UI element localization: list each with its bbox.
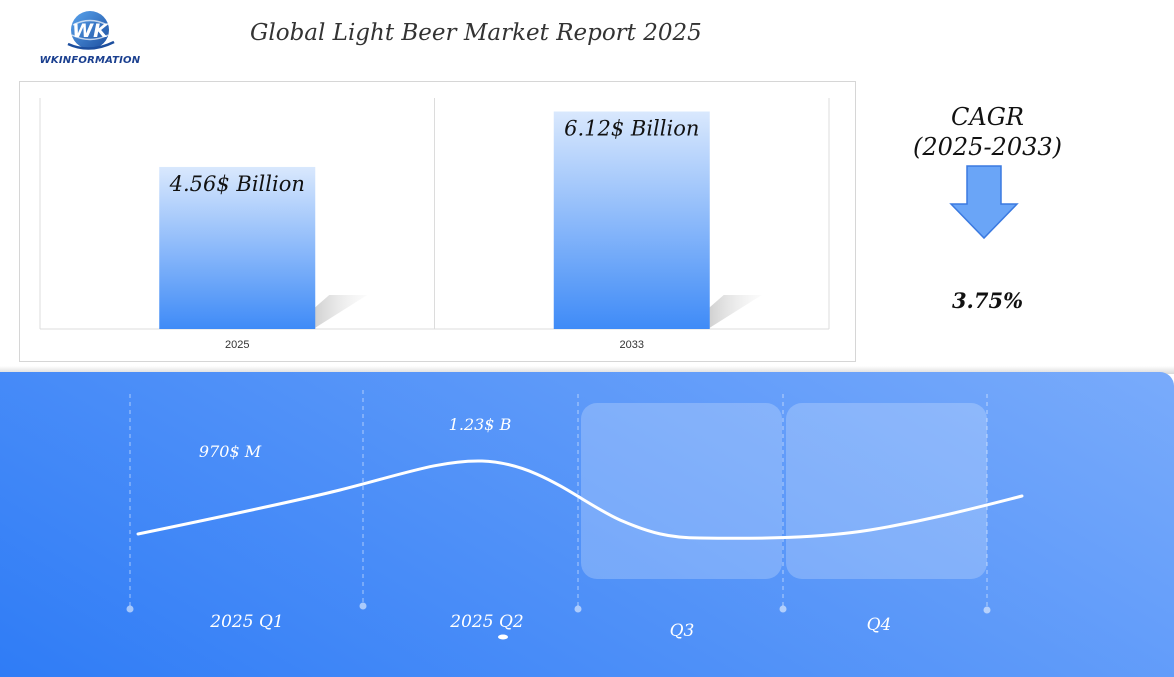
section-divider [0, 366, 1174, 374]
globe-logo-icon: WK [67, 11, 115, 50]
logo-text: WKINFORMATION [39, 55, 141, 66]
arrow-down-icon [949, 165, 1019, 240]
cagr-title-line1: CAGR [951, 103, 1024, 131]
x-tick-label-2033: 2033 [620, 339, 644, 351]
quarter-label-q2: 2025 Q2 [450, 612, 524, 632]
timeline-dot-4 [779, 605, 787, 613]
bar-data-label-2033: 6.12$ Billion [564, 117, 699, 141]
page-title: Global Light Beer Market Report 2025 [250, 20, 702, 46]
q4-highlight-box [786, 403, 987, 579]
timeline-divider-lines [129, 390, 988, 608]
quarter-label-q3: Q3 [669, 621, 695, 641]
timeline-dot-2 [359, 602, 367, 610]
bar-2025 [159, 166, 316, 329]
market-size-chart: 4.56$ Billion 2025 6.12$ Billion 2033 [19, 81, 856, 362]
svg-text:WK: WK [72, 20, 109, 42]
top-panel: WK WKINFORMATION Global Light Beer Marke… [19, 8, 1095, 362]
bar-chart-svg: 4.56$ Billion 2025 6.12$ Billion 2033 [39, 98, 830, 351]
cagr-title: CAGR (2025-2033) [880, 102, 1095, 162]
cagr-value: 3.75% [951, 288, 1024, 313]
bar-group-2033: 6.12$ Billion 2033 [553, 111, 762, 351]
bar-shadow-2025 [313, 295, 368, 329]
bar-data-label-2025: 4.56$ Billion [169, 172, 305, 196]
active-indicator [498, 634, 508, 640]
quarter-label-q1: 2025 Q1 [210, 612, 284, 632]
timeline-svg [126, 390, 1024, 640]
timeline-dots [126, 602, 991, 614]
timeline-dot-1 [126, 605, 134, 613]
bar-group-2025: 4.56$ Billion 2025 [159, 166, 368, 351]
timeline-dot-3 [574, 605, 582, 613]
q3-highlight-box [581, 403, 782, 579]
quarter-label-q4: Q4 [866, 615, 892, 635]
trend-curve [136, 459, 1024, 540]
q2-value-label: 1.23$ B [448, 415, 512, 434]
quarterly-timeline: 970$ M 1.23$ B 2025 Q1 2025 Q2 Q3 Q4 [0, 372, 1174, 677]
q1-value-label: 970$ M [198, 442, 262, 461]
plot-frame [39, 98, 830, 330]
bar-2033 [553, 111, 710, 330]
x-tick-label-2025: 2025 [225, 339, 249, 351]
company-logo: WK WKINFORMATION [38, 8, 142, 70]
bar-shadow-2033 [707, 295, 762, 329]
timeline-dot-5 [983, 606, 991, 614]
cagr-title-line2: (2025-2033) [913, 133, 1062, 161]
